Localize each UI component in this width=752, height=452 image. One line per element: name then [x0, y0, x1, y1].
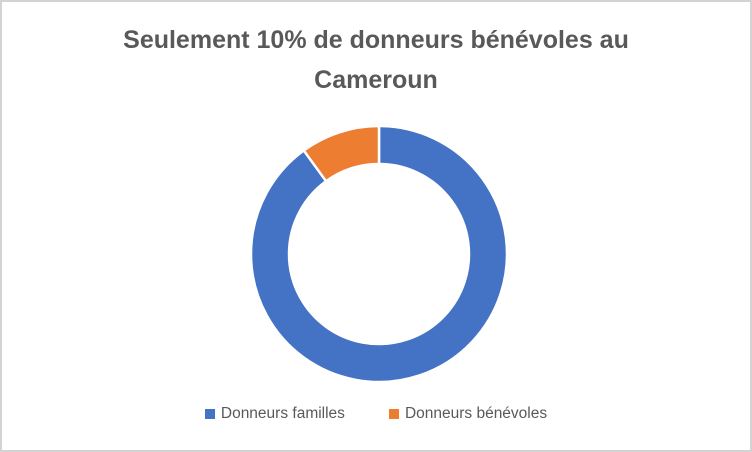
- chart-title-line-1: Seulement 10% de donneurs bénévoles au: [123, 26, 629, 54]
- donut-slice-1: [249, 124, 509, 384]
- legend-swatch-icon: [388, 409, 399, 419]
- donut-plot-area: [227, 102, 531, 406]
- legend-swatch-icon: [204, 409, 215, 419]
- donut-chart: [249, 124, 509, 384]
- donut-slice-2: [302, 124, 381, 183]
- legend-label: Donneurs familles: [220, 405, 345, 422]
- chart-legend: Donneurs familles Donneurs bénévoles: [2, 405, 750, 423]
- chart-title: Seulement 10% de donneurs bénévoles au C…: [2, 20, 750, 100]
- legend-item-2: Donneurs bénévoles: [388, 405, 548, 423]
- chart-title-line-2: Cameroun: [314, 66, 438, 94]
- legend-item-1: Donneurs familles: [204, 405, 345, 423]
- legend-label: Donneurs bénévoles: [404, 405, 548, 422]
